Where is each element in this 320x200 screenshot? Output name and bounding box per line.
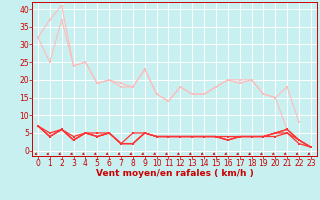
X-axis label: Vent moyen/en rafales ( km/h ): Vent moyen/en rafales ( km/h ) bbox=[96, 169, 253, 178]
